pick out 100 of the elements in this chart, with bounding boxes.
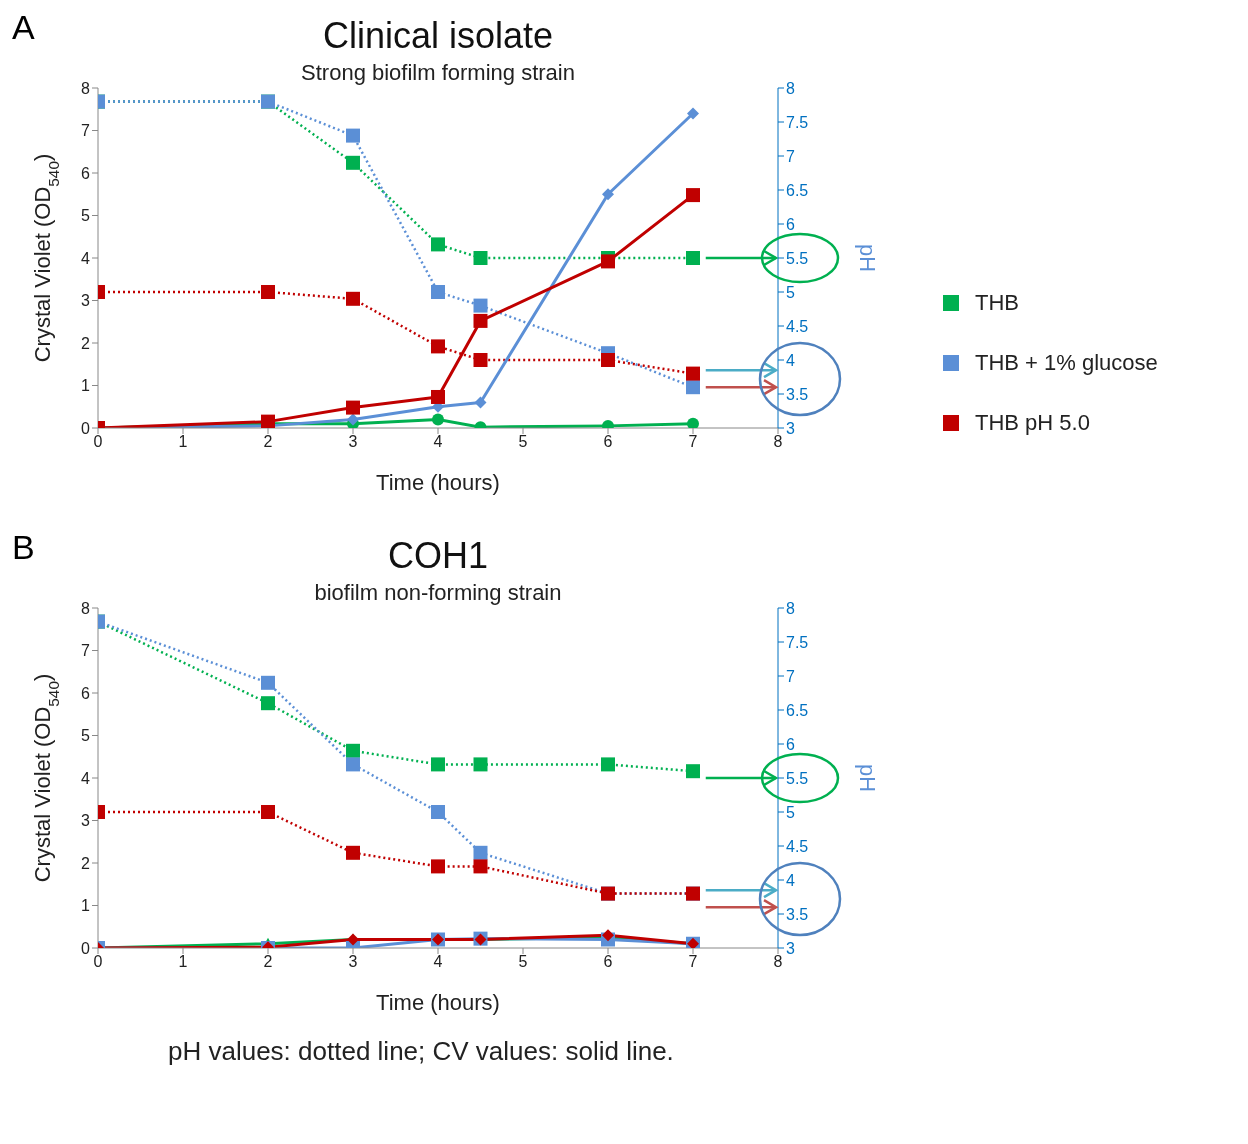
point [687,107,699,120]
point [474,396,487,409]
x-tick-label: 3 [348,953,358,971]
point [261,675,275,690]
y-tick-label: 8 [81,79,91,97]
y2-tick-label: 6 [786,735,795,753]
point [431,339,445,354]
chart-title: Clinical isolate [322,15,554,56]
y-tick-label: 6 [81,164,91,182]
y2-axis-title: pH [855,763,880,793]
y2-tick-label: 3 [786,419,795,437]
text: B [12,528,35,567]
y2-tick-label: 6.5 [786,701,809,719]
point [473,859,488,874]
y-tick-label: 8 [81,599,91,617]
point [346,743,360,758]
text: A [12,8,35,47]
x-tick-label: 8 [773,953,783,971]
x-axis-title: Time (hours) [376,470,500,495]
point [261,696,275,711]
point [687,417,699,428]
x-tick-label: 1 [178,433,188,451]
point [473,298,488,313]
x-tick-label: 3 [348,433,358,451]
y2-tick-label: 7.5 [786,633,809,651]
y2-tick-label: 6 [786,215,795,233]
y2-tick-label: 5 [786,803,795,821]
point [346,291,360,306]
point [473,251,488,265]
y-tick-label: 3 [81,812,91,830]
x-tick-label: 8 [773,433,783,451]
point [431,859,445,874]
legend-label: THB [975,290,1019,316]
chart-subtitle: biofilm non-forming strain [314,580,562,605]
y2-tick-label: 7.5 [786,113,809,131]
y2-tick-label: 7 [786,667,795,685]
x-tick-label: 4 [433,953,443,971]
point [346,845,360,860]
point [261,285,275,299]
y-tick-label: 2 [81,334,91,352]
y-tick-label: 0 [81,419,91,437]
y-tick-label: 4 [81,249,91,267]
y2-tick-label: 3 [786,939,795,957]
point [431,237,445,252]
x-tick-label: 7 [688,953,698,971]
x-tick-label: 0 [93,433,103,451]
y2-tick-label: 6.5 [786,181,809,199]
point [686,380,700,395]
y-tick-label: 0 [81,939,91,957]
y2-tick-label: 3.5 [786,905,809,923]
point [346,155,360,170]
point [473,757,488,772]
point [346,400,360,415]
x-tick-label: 4 [433,433,443,451]
y2-tick-label: 8 [786,599,795,617]
y2-tick-label: 4.5 [786,837,809,855]
legend-label: THB + 1% glucose [975,350,1158,376]
y2-tick-label: 5.5 [786,249,809,267]
point [601,254,615,269]
point [432,413,444,426]
point [601,353,615,367]
y-tick-label: 5 [81,727,91,745]
point [686,251,700,265]
x-tick-label: 5 [518,953,528,971]
y-tick-label: 1 [81,377,91,395]
x-axis-title: Time (hours) [376,990,500,1015]
point [686,764,700,779]
point [601,757,615,772]
point [686,188,700,203]
y-tick-label: 5 [81,207,91,225]
point [346,757,360,772]
y2-tick-label: 5.5 [786,769,809,787]
point [346,128,360,143]
point [602,188,614,201]
text: pH values: dotted line; CV values: solid line. [168,1036,674,1067]
y-tick-label: 2 [81,854,91,872]
x-tick-label: 0 [93,953,103,971]
y-tick-label: 6 [81,684,91,702]
x-tick-label: 6 [603,433,613,451]
y2-axis-title: pH [855,243,880,273]
y2-tick-label: 4 [786,871,795,889]
point [473,845,488,860]
chart-subtitle: Strong biofilm forming strain [301,60,575,85]
chart-title: COH1 [387,535,489,576]
y-tick-label: 3 [81,292,91,310]
y-tick-label: 7 [81,642,91,660]
point [347,413,359,426]
point [473,313,488,328]
point [431,805,445,819]
point [431,389,445,404]
y2-tick-label: 3.5 [786,385,809,403]
y2-tick-label: 4 [786,351,795,369]
y2-tick-label: 8 [786,79,795,97]
y-tick-label: 7 [81,122,91,140]
x-tick-label: 7 [688,433,698,451]
x-tick-label: 2 [263,433,273,451]
x-tick-label: 1 [178,953,188,971]
legend-label: THB pH 5.0 [975,410,1090,436]
y-tick-label: 1 [81,897,91,915]
point [431,285,445,299]
